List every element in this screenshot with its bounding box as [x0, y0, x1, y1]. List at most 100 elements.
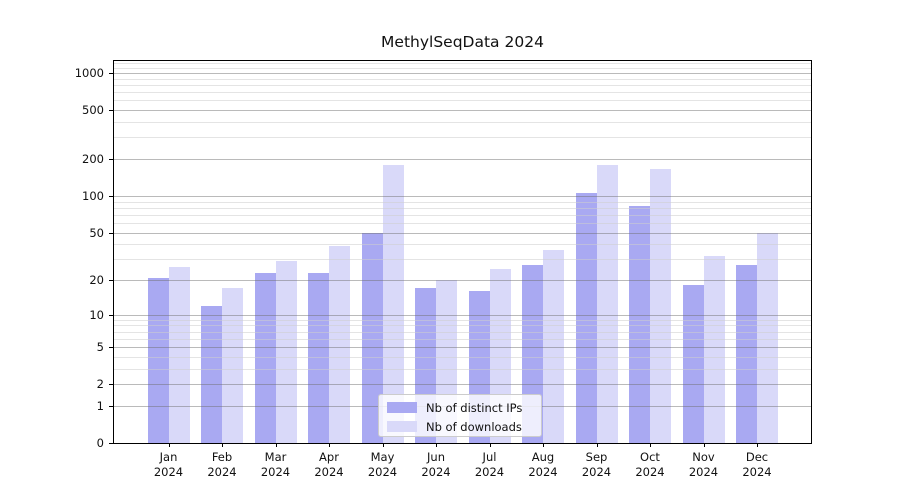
major-gridline-50 [114, 232, 811, 234]
x-tick-month: Jul [482, 450, 497, 464]
major-gridline-1000 [114, 73, 811, 74]
y-tick-label-100: 100 [82, 188, 104, 203]
legend-item-downloads: Nb of downloads [379, 418, 541, 435]
major-gridline-100 [114, 195, 811, 197]
bar-downloads-feb [222, 288, 243, 443]
y-tick-mark-1 [109, 405, 114, 407]
y-tick-mark-500 [109, 110, 114, 112]
minor-gridline-6 [114, 338, 811, 340]
major-gridline-5 [114, 347, 811, 349]
bar-downloads-sep [596, 164, 618, 443]
bar-downloads-dec [757, 232, 778, 443]
minor-gridline-300 [114, 137, 811, 139]
x-tick-label-jan: Jan 2024 [141, 450, 197, 480]
y-tick-mark-10 [109, 314, 114, 316]
x-tick-year: 2024 [314, 465, 344, 479]
x-tick-mark-jan [168, 443, 170, 447]
x-tick-label-feb: Feb 2024 [194, 450, 250, 480]
x-tick-label-aug: Aug 2024 [515, 450, 571, 480]
x-tick-year: 2024 [207, 465, 237, 479]
x-tick-year: 2024 [153, 465, 184, 479]
minor-gridline-800 [114, 85, 811, 86]
x-tick-month: Nov [692, 450, 715, 464]
x-tick-year: 2024 [421, 465, 451, 479]
y-tick-label-200: 200 [82, 152, 104, 166]
x-tick-month: Jan [159, 450, 178, 464]
bar-distinct-ips-may [361, 232, 383, 443]
minor-gridline-90 [114, 201, 811, 203]
legend-label-distinct-ips: Nb of distinct IPs [426, 400, 523, 415]
minor-gridline-1100 [114, 67, 811, 69]
bar-distinct-ips-oct [629, 206, 650, 443]
x-tick-mark-apr [329, 443, 330, 447]
bar-distinct-ips-sep [575, 193, 597, 443]
minor-gridline-40 [114, 244, 811, 246]
bar-distinct-ips-apr [308, 272, 329, 443]
x-tick-label-apr: Apr 2024 [301, 450, 357, 480]
y-tick-label-0: 0 [96, 436, 104, 450]
bar-distinct-ips-jan [147, 277, 169, 443]
x-tick-month: Aug [531, 450, 555, 464]
bar-downloads-mar [275, 260, 297, 443]
x-tick-year: 2024 [260, 465, 291, 479]
x-tick-year: 2024 [581, 465, 612, 479]
y-tick-mark-2 [109, 384, 114, 386]
legend-item-distinct-ips: Nb of distinct IPs [379, 399, 541, 416]
minor-gridline-4 [114, 356, 811, 358]
x-tick-label-oct: Oct 2024 [622, 450, 678, 480]
minor-gridline-400 [114, 122, 811, 123]
x-tick-year: 2024 [528, 465, 558, 479]
x-tick-label-may: May 2024 [355, 450, 411, 480]
y-tick-mark-100 [109, 195, 114, 197]
major-gridline-200 [114, 159, 811, 160]
x-tick-label-jul: Jul 2024 [462, 450, 518, 480]
x-tick-mark-aug [543, 443, 544, 447]
x-tick-month: Sep [585, 450, 608, 464]
legend-swatch-downloads [387, 421, 417, 432]
x-tick-year: 2024 [635, 465, 665, 479]
minor-gridline-80 [114, 207, 811, 209]
x-tick-year: 2024 [742, 465, 772, 479]
y-tick-label-2: 2 [96, 377, 104, 392]
minor-gridline-600 [114, 100, 811, 102]
minor-gridline-1200 [114, 63, 811, 65]
minor-gridline-60 [114, 222, 811, 224]
minor-gridline-7 [114, 331, 811, 333]
major-gridline-2 [114, 384, 811, 386]
y-tick-label-5: 5 [96, 340, 104, 355]
y-tick-mark-0 [109, 443, 114, 444]
major-gridline-500 [114, 110, 811, 112]
bar-distinct-ips-nov [682, 285, 704, 443]
bar-distinct-ips-feb [201, 305, 222, 443]
y-tick-mark-5 [109, 347, 114, 349]
x-tick-mark-nov [703, 443, 705, 447]
legend-swatch-distinct-ips [387, 402, 417, 413]
bar-downloads-nov [703, 255, 725, 443]
x-tick-month: Apr [319, 450, 339, 464]
y-tick-label-1000: 1000 [74, 66, 104, 80]
minor-gridline-70 [114, 214, 811, 216]
legend-label-downloads: Nb of downloads [426, 419, 522, 434]
x-tick-label-dec: Dec 2024 [729, 450, 785, 480]
x-tick-label-mar: Mar 2024 [248, 450, 304, 480]
minor-gridline-900 [114, 78, 811, 80]
x-tick-year: 2024 [367, 465, 398, 479]
plot-area [113, 60, 812, 444]
x-tick-month: Oct [640, 450, 660, 464]
x-tick-month: Mar [264, 450, 287, 464]
minor-gridline-9 [114, 319, 811, 321]
x-tick-label-jun: Jun 2024 [408, 450, 464, 480]
x-tick-month: Feb [211, 450, 233, 464]
x-tick-label-sep: Sep 2024 [569, 450, 625, 480]
y-tick-mark-50 [109, 232, 114, 234]
y-tick-label-10: 10 [89, 307, 104, 322]
x-tick-month: May [370, 450, 395, 464]
bar-downloads-oct [650, 169, 671, 443]
y-tick-label-500: 500 [82, 103, 104, 118]
bar-downloads-aug [543, 249, 564, 443]
minor-gridline-700 [114, 92, 811, 94]
legend: Nb of distinct IPs Nb of downloads [378, 394, 542, 437]
x-tick-mark-feb [222, 443, 223, 447]
y-tick-label-1: 1 [96, 398, 104, 413]
